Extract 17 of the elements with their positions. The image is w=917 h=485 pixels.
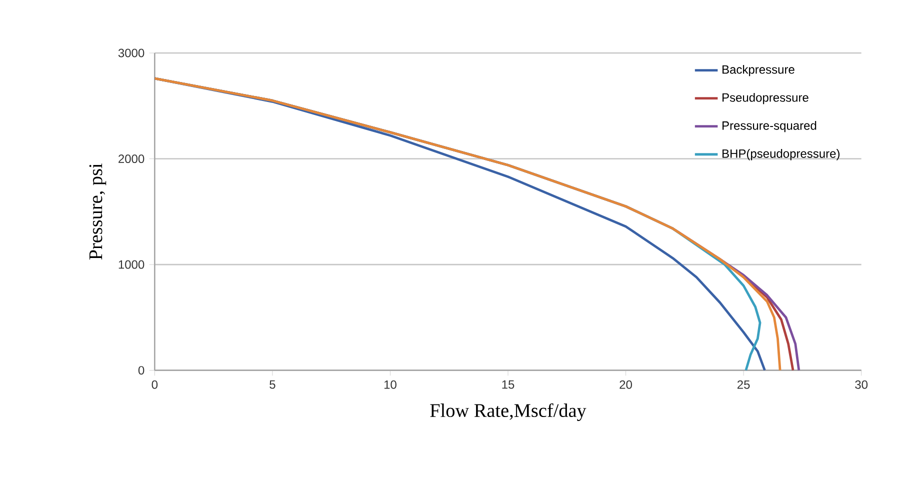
x-tick-label: 0 — [152, 380, 158, 389]
x-tick-label: 15 — [502, 380, 514, 389]
x-tick-label: 20 — [620, 380, 632, 389]
y-tick-label: 1000 — [118, 260, 144, 269]
x-tick-label: 30 — [855, 380, 868, 389]
y-axis-title: Pressure, psi — [89, 164, 106, 260]
y-tick-label: 2000 — [118, 154, 144, 164]
x-tick-label: 25 — [737, 380, 750, 389]
x-axis-title: Flow Rate,Mscf/day — [430, 403, 586, 422]
x-tick-label: 5 — [270, 380, 276, 389]
y-tick-label: 0 — [138, 366, 144, 375]
legend-label: BHP(pseudopressure) — [722, 149, 840, 160]
x-tick-label: 10 — [384, 380, 396, 389]
y-tick-label: 3000 — [118, 48, 144, 58]
legend-label: Backpressure — [722, 64, 794, 76]
legend-label: Pressure-squared — [722, 121, 816, 132]
legend-label: Pseudopressure — [722, 92, 808, 104]
